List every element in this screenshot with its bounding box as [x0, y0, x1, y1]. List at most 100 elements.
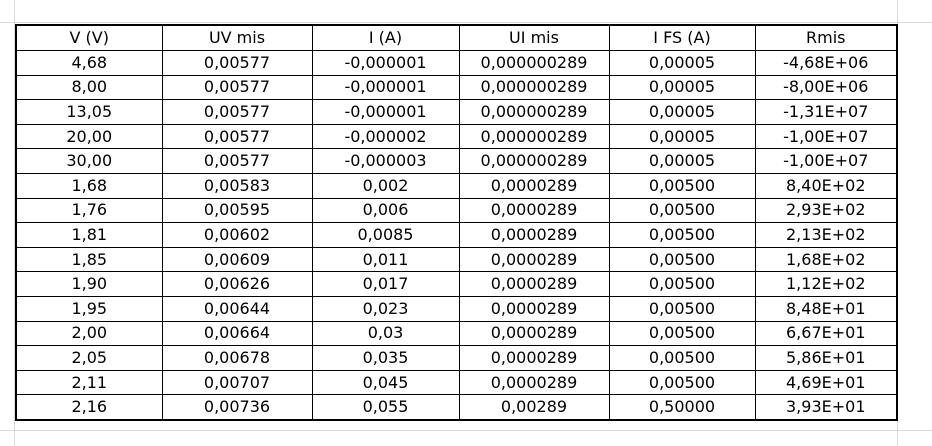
table-cell: 0,0000289 — [458, 172, 610, 199]
table-cell: 0,00736 — [161, 394, 313, 421]
table-row: 2,11 0,00707 0,045 0,0000289 0,00500 4,6… — [15, 369, 898, 396]
table-row: 4,68 0,00577 -0,000001 0,000000289 0,000… — [15, 50, 898, 76]
table-cell: 0,00500 — [608, 246, 756, 273]
table-row: 30,00 0,00577 -0,000003 0,000000289 0,00… — [15, 148, 898, 174]
table-cell: 2,93E+02 — [754, 197, 898, 224]
table-cell: 0,000000289 — [458, 99, 610, 125]
table-cell: 0,00005 — [608, 74, 756, 101]
table-cell: 0,011 — [311, 246, 460, 273]
table-cell: 1,68 — [15, 172, 163, 199]
table-cell: 0,00500 — [608, 345, 756, 371]
table-row: 13,05 0,00577 -0,000001 0,000000289 0,00… — [15, 99, 898, 125]
table-cell: 2,13E+02 — [754, 222, 898, 248]
table-cell: 2,16 — [15, 394, 163, 421]
table-cell: -4,68E+06 — [754, 50, 898, 76]
table-cell: 0,00500 — [608, 172, 756, 199]
table-row: 1,95 0,00644 0,023 0,0000289 0,00500 8,4… — [15, 295, 898, 322]
column-header: Rmis — [754, 24, 898, 51]
table-cell: 0,00500 — [608, 295, 756, 322]
table-cell: -0,000001 — [311, 74, 460, 101]
table-cell: 6,67E+01 — [754, 320, 898, 347]
table-cell: 0,0000289 — [458, 222, 610, 248]
table-cell: 0,00644 — [161, 295, 313, 322]
table-cell: 0,03 — [311, 320, 460, 347]
sheet-gridline — [0, 22, 932, 23]
table-cell: 8,00 — [15, 74, 163, 101]
table-cell: 0,00577 — [161, 123, 313, 150]
table-cell: 0,0000289 — [458, 320, 610, 347]
table-cell: 0,00500 — [608, 197, 756, 224]
table-cell: -1,31E+07 — [754, 99, 898, 125]
table-cell: 0,023 — [311, 295, 460, 322]
table-cell: 0,0000289 — [458, 246, 610, 273]
table-cell: -0,000002 — [311, 123, 460, 150]
sheet-gridline — [0, 430, 932, 431]
table-cell: 2,11 — [15, 369, 163, 396]
table-cell: 0,00626 — [161, 271, 313, 297]
table-cell: 0,00500 — [608, 320, 756, 347]
table-cell: 3,93E+01 — [754, 394, 898, 421]
table-cell: 0,00289 — [458, 394, 610, 421]
table-cell: 0,00664 — [161, 320, 313, 347]
table-cell: 0,0000289 — [458, 369, 610, 396]
table-cell: 20,00 — [15, 123, 163, 150]
table-row: 1,68 0,00583 0,002 0,0000289 0,00500 8,4… — [15, 172, 898, 199]
table-cell: 5,86E+01 — [754, 345, 898, 371]
table-cell: 4,68 — [15, 50, 163, 76]
table-cell: 0,0000289 — [458, 345, 610, 371]
table-cell: 1,68E+02 — [754, 246, 898, 273]
table-cell: 0,00500 — [608, 369, 756, 396]
table-cell: 0,000000289 — [458, 123, 610, 150]
table-cell: 0,000000289 — [458, 74, 610, 101]
data-table: V (V) UV mis I (A) UI mis I FS (A) Rmis … — [15, 24, 898, 421]
table-cell: 0,035 — [311, 345, 460, 371]
table-cell: 0,00577 — [161, 99, 313, 125]
table-cell: 0,00577 — [161, 50, 313, 76]
table-cell: 30,00 — [15, 148, 163, 174]
table-cell: 1,90 — [15, 271, 163, 297]
table-cell: 1,81 — [15, 222, 163, 248]
table-row: 1,85 0,00609 0,011 0,0000289 0,00500 1,6… — [15, 246, 898, 273]
table-cell: 0,00005 — [608, 50, 756, 76]
table-cell: 0,017 — [311, 271, 460, 297]
column-header: V (V) — [15, 24, 163, 51]
table-cell: 0,00595 — [161, 197, 313, 224]
column-header: UV mis — [161, 24, 313, 51]
table-cell: 0,006 — [311, 197, 460, 224]
table-cell: 1,95 — [15, 295, 163, 322]
table-cell: 0,00678 — [161, 345, 313, 371]
sheet-gridline — [897, 0, 898, 446]
table-cell: -0,000001 — [311, 50, 460, 76]
table-cell: 0,0000289 — [458, 271, 610, 297]
table-cell: 0,0085 — [311, 222, 460, 248]
table-row: 1,81 0,00602 0,0085 0,0000289 0,00500 2,… — [15, 222, 898, 248]
table-cell: 0,055 — [311, 394, 460, 421]
column-header: I (A) — [311, 24, 460, 51]
table-cell: -1,00E+07 — [754, 123, 898, 150]
table-cell: -1,00E+07 — [754, 148, 898, 174]
table-cell: 0,50000 — [608, 394, 756, 421]
table-cell: 13,05 — [15, 99, 163, 125]
table-cell: 0,00602 — [161, 222, 313, 248]
table-cell: 0,00500 — [608, 222, 756, 248]
table-cell: 1,12E+02 — [754, 271, 898, 297]
table-row: 20,00 0,00577 -0,000002 0,000000289 0,00… — [15, 123, 898, 150]
header-row: V (V) UV mis I (A) UI mis I FS (A) Rmis — [15, 24, 898, 51]
table-cell: 2,05 — [15, 345, 163, 371]
table-row: 1,90 0,00626 0,017 0,0000289 0,00500 1,1… — [15, 271, 898, 297]
table-row: 2,16 0,00736 0,055 0,00289 0,50000 3,93E… — [15, 394, 898, 421]
table-cell: 0,00005 — [608, 99, 756, 125]
table-cell: 0,00583 — [161, 172, 313, 199]
table-cell: 1,76 — [15, 197, 163, 224]
table-cell: 0,000000289 — [458, 50, 610, 76]
table-cell: 8,40E+02 — [754, 172, 898, 199]
sheet-gridline — [14, 0, 15, 446]
table-cell: 8,48E+01 — [754, 295, 898, 322]
table-cell: 4,69E+01 — [754, 369, 898, 396]
table-cell: 1,85 — [15, 246, 163, 273]
table-row: 2,05 0,00678 0,035 0,0000289 0,00500 5,8… — [15, 345, 898, 371]
table-cell: 0,00005 — [608, 123, 756, 150]
table-cell: 0,00609 — [161, 246, 313, 273]
table-cell: 0,002 — [311, 172, 460, 199]
table-cell: 2,00 — [15, 320, 163, 347]
